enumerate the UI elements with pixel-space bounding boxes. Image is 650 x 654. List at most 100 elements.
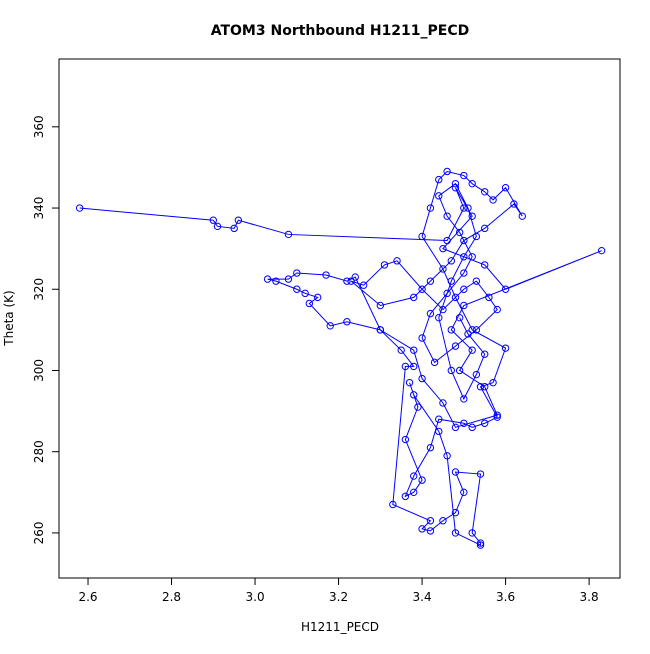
data-line [79, 170, 602, 546]
data-point [418, 285, 426, 293]
data-point [493, 413, 501, 421]
data-point [476, 470, 485, 478]
x-tick-label: 3.0 [246, 590, 265, 604]
data-point [472, 370, 481, 379]
x-tick-label: 3.6 [496, 590, 515, 604]
data-point [443, 167, 451, 176]
data-point [460, 269, 468, 277]
data-point [443, 452, 451, 460]
data-point [451, 293, 460, 302]
data-point [518, 212, 526, 220]
data-point [376, 326, 385, 334]
data-point [455, 228, 464, 237]
data-point [493, 305, 501, 314]
data-point [476, 541, 485, 549]
x-tick-label: 3.4 [413, 590, 432, 604]
data-point [489, 378, 497, 387]
data-point [485, 293, 493, 302]
data-point [293, 269, 301, 277]
data-point [209, 216, 217, 224]
y-tick-label: 300 [32, 359, 46, 382]
data-point [460, 285, 468, 293]
data-point [326, 322, 334, 330]
data-point [447, 257, 456, 265]
data-point [410, 362, 418, 371]
data-point [414, 403, 422, 411]
data-point [460, 419, 468, 427]
data-point [301, 289, 309, 298]
data-point [468, 253, 476, 261]
data-point [472, 277, 481, 285]
data-point [472, 232, 481, 241]
data-point [284, 275, 293, 283]
data-point [426, 527, 435, 535]
data-point [410, 472, 418, 480]
data-point [460, 204, 468, 212]
data-point [439, 399, 447, 407]
data-point [272, 277, 280, 285]
y-tick-label: 360 [32, 115, 46, 138]
data-point [510, 200, 518, 208]
data-point [501, 184, 510, 192]
data-point [451, 423, 460, 432]
data-point [464, 330, 472, 338]
data-point [410, 346, 418, 354]
data-point [263, 275, 272, 283]
data-point [481, 224, 489, 233]
data-point [305, 299, 314, 308]
data-point [401, 435, 410, 444]
data-point [460, 236, 468, 245]
data-point [401, 362, 410, 371]
data-point [430, 358, 439, 367]
data-point [418, 334, 426, 342]
data-point [426, 309, 435, 318]
data-point [443, 236, 451, 245]
data-point [435, 415, 443, 423]
data-point [343, 277, 351, 285]
x-tick-label: 3.8 [580, 590, 599, 604]
data-point [439, 517, 447, 525]
data-point [455, 313, 464, 322]
data-point [476, 539, 485, 547]
data-point [468, 346, 476, 354]
data-point [447, 366, 456, 375]
data-point [359, 281, 368, 289]
data-point [343, 318, 351, 326]
data-point [410, 293, 418, 302]
data-point [451, 184, 460, 192]
data-point [322, 271, 330, 279]
data-point [435, 192, 443, 200]
data-point [460, 171, 468, 180]
data-point [460, 301, 468, 310]
data-point [426, 443, 435, 452]
data-point [426, 277, 435, 285]
data-point [460, 253, 468, 261]
y-tick-label: 340 [32, 197, 46, 220]
data-point [418, 232, 426, 241]
data-point [451, 508, 460, 517]
data-point [293, 285, 301, 293]
data-point [447, 326, 456, 334]
data-point [481, 350, 489, 358]
data-point [597, 246, 606, 255]
data-point [75, 204, 84, 212]
data-point [376, 301, 385, 310]
data-point [439, 305, 447, 314]
data-point [443, 212, 451, 220]
data-point [401, 492, 410, 501]
data-point [460, 395, 468, 403]
data-point [435, 175, 443, 184]
data-point [313, 293, 322, 302]
data-point [418, 476, 426, 484]
data-point [468, 529, 476, 537]
y-axis-label: Theta (K) [2, 290, 16, 346]
data-point [460, 488, 468, 497]
data-point [410, 391, 418, 399]
data-point [455, 366, 464, 375]
data-point [439, 265, 447, 273]
x-tick-label: 2.6 [78, 590, 97, 604]
data-point [451, 179, 460, 188]
data-point [418, 525, 426, 533]
data-point [468, 423, 476, 432]
data-point [435, 313, 443, 322]
